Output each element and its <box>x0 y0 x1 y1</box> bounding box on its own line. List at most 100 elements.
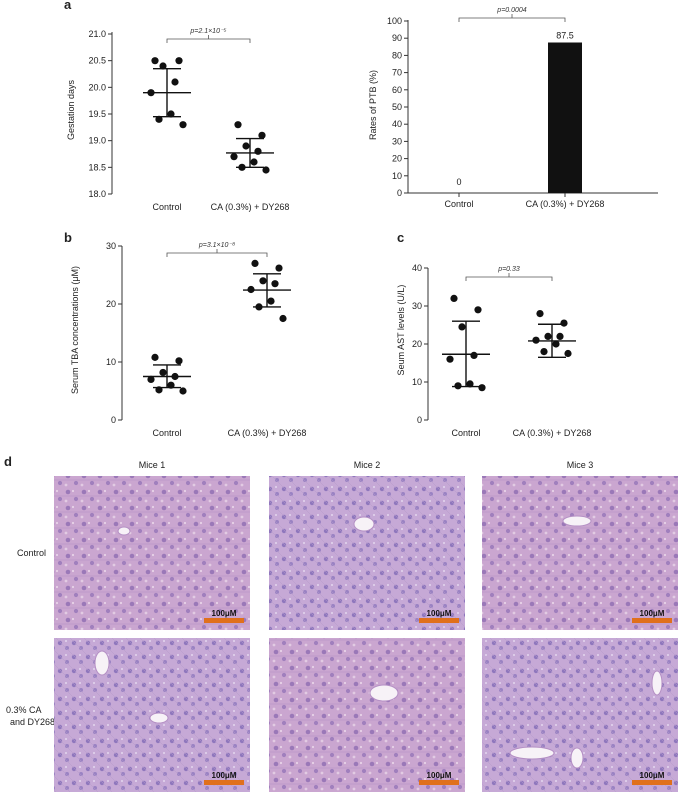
x-category-label: Control <box>152 428 181 438</box>
y-axis-label: Rates of PTB (%) <box>368 70 378 140</box>
y-tick-label: 90 <box>392 33 402 43</box>
histology-row-label: 0.3% CA and DY268 <box>6 705 55 727</box>
histology-image: 100μM <box>269 476 465 630</box>
data-point <box>458 323 466 331</box>
x-category-label: CA (0.3%) + DY268 <box>513 428 592 438</box>
data-point <box>159 368 167 377</box>
p-value-label: p=0.33 <box>497 266 520 273</box>
y-tick-label: 19.5 <box>88 109 106 119</box>
scale-bar <box>419 618 459 623</box>
panel-letter-d: d <box>4 454 12 469</box>
data-point <box>175 57 183 65</box>
data-point <box>466 380 474 388</box>
scale-bar-label: 100μM <box>427 609 452 618</box>
y-tick-label: 0 <box>417 415 422 425</box>
data-point <box>474 306 482 314</box>
p-value-label: p=0.0004 <box>496 7 526 14</box>
data-point <box>147 89 155 97</box>
data-point <box>450 294 458 302</box>
x-category-label: CA (0.3%) + DY268 <box>228 428 307 438</box>
scale-bar-label: 100μM <box>212 609 237 618</box>
scale-bar-label: 100μM <box>640 771 665 780</box>
histology-image: 100μM <box>54 476 250 630</box>
y-tick-label: 20 <box>106 299 116 309</box>
data-point <box>155 386 163 394</box>
bar-value-label: 87.5 <box>556 31 574 41</box>
data-point <box>175 357 183 365</box>
data-point <box>242 142 250 150</box>
data-point <box>230 153 238 161</box>
data-point <box>159 62 167 70</box>
x-category-label: Control <box>152 202 181 212</box>
data-point <box>271 280 279 288</box>
data-point <box>171 372 179 381</box>
data-point <box>238 163 246 171</box>
data-point <box>234 121 242 129</box>
data-point <box>262 166 270 174</box>
data-point <box>544 332 552 340</box>
data-point <box>552 340 560 348</box>
bar-value-label: 0 <box>456 177 461 187</box>
y-tick-label: 70 <box>392 68 402 78</box>
y-tick-label: 30 <box>106 241 116 251</box>
data-point <box>560 319 568 327</box>
panel-letter-a: a <box>64 0 72 12</box>
y-tick-label: 20.0 <box>88 82 106 92</box>
histology-image: 100μM <box>269 638 465 792</box>
p-bracket <box>166 38 251 43</box>
y-axis-label: Gestation days <box>66 79 76 140</box>
y-tick-label: 20 <box>412 339 422 349</box>
data-point <box>564 349 572 358</box>
data-point <box>556 332 564 340</box>
data-point <box>179 387 187 395</box>
histology-column-label: Mice 2 <box>354 460 381 470</box>
scale-bar <box>632 618 672 623</box>
y-tick-label: 80 <box>392 50 402 60</box>
data-point <box>151 353 159 361</box>
y-tick-label: 40 <box>392 119 402 129</box>
p-bracket <box>166 252 268 257</box>
scale-bar-label: 100μM <box>212 771 237 780</box>
chart-serum-ast: Seum AST levels (U/L) 0 10 20 30 40 Control C… <box>396 263 592 438</box>
p-bracket <box>458 17 566 22</box>
y-tick-label: 20.5 <box>88 56 106 66</box>
data-point <box>155 115 163 123</box>
scale-bar <box>419 780 459 785</box>
p-bracket <box>465 276 553 281</box>
data-point <box>247 285 255 294</box>
histology-image: 100μM <box>482 476 678 630</box>
y-tick-label: 18.5 <box>88 162 106 172</box>
y-tick-label: 0 <box>111 415 116 425</box>
chart-serum-tba: Serum TBA concentrations (μM) 0 10 20 30 Co… <box>70 241 307 438</box>
p-value-label: p=2.1×10⁻⁵ <box>189 28 226 35</box>
data-point <box>250 158 258 166</box>
scale-bar-label: 100μM <box>640 609 665 618</box>
data-point <box>478 384 486 392</box>
y-tick-label: 20 <box>392 154 402 164</box>
histology-row-label: Control <box>17 548 46 558</box>
y-tick-label: 50 <box>392 102 402 112</box>
y-tick-label: 10 <box>412 377 422 387</box>
y-tick-label: 0 <box>397 188 402 198</box>
histology-image: 100μM <box>482 638 678 792</box>
y-axis-label: Seum AST levels (U/L) <box>396 285 406 376</box>
scale-bar-label: 100μM <box>427 771 452 780</box>
data-point <box>258 131 266 139</box>
p-value-label: p=3.1×10⁻⁸ <box>198 242 235 249</box>
y-tick-label: 10 <box>106 357 116 367</box>
histology-image: 100μM <box>54 638 250 792</box>
data-point <box>259 277 267 285</box>
scale-bar <box>204 618 244 623</box>
y-tick-label: 100 <box>387 16 402 26</box>
data-point <box>454 382 462 390</box>
y-tick-label: 10 <box>392 171 402 181</box>
chart-ptb-rates: Rates of PTB (%) 0102030405060708090100 … <box>368 7 658 209</box>
data-point <box>446 355 454 363</box>
y-tick-label: 30 <box>412 301 422 311</box>
histology-grid: Mice 1 Mice 2 Mice 3 Control 0.3% CA and DY2… <box>6 460 678 792</box>
y-axis-label: Serum TBA concentrations (μM) <box>70 266 80 394</box>
data-point <box>275 264 283 272</box>
scale-bar <box>632 780 672 785</box>
data-point <box>470 351 478 359</box>
histology-column-label: Mice 3 <box>567 460 594 470</box>
